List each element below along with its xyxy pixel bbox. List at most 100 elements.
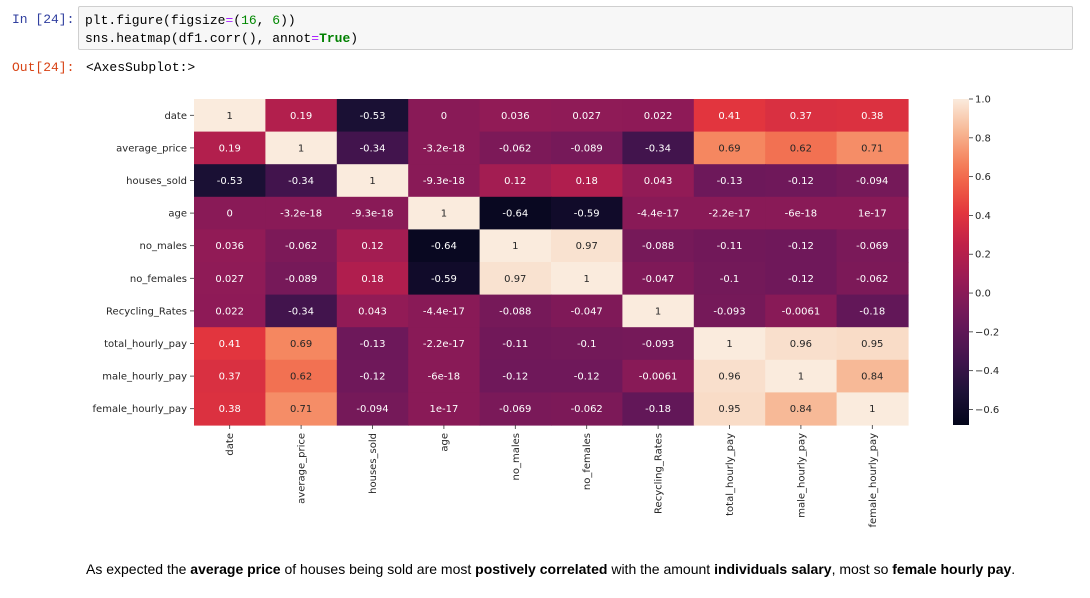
markdown-cell-text: As expected the average price of houses … — [86, 561, 1076, 577]
cell-annotation: -0.12 — [502, 372, 528, 383]
code-token: = — [225, 13, 234, 28]
heatmap-cell — [336, 359, 409, 393]
cell-annotation: 0.96 — [718, 372, 740, 383]
heatmap-cell — [265, 196, 338, 230]
heatmap-cell — [765, 131, 838, 165]
heatmap-cell — [836, 229, 909, 263]
cell-annotation: 0.043 — [644, 176, 673, 187]
bold-text: individuals salary — [714, 561, 832, 577]
cell-annotation: 0.043 — [358, 306, 387, 317]
cell-annotation: 1 — [298, 143, 304, 154]
cell-annotation: -0.12 — [360, 372, 386, 383]
code-token: 6 — [272, 13, 281, 28]
cell-annotation: 0 — [441, 111, 447, 122]
cell-annotation: -0.089 — [571, 143, 603, 154]
cell-annotation: -0.089 — [285, 274, 317, 285]
y-tick-label: no_females — [130, 274, 187, 285]
cell-annotation: -0.34 — [360, 143, 386, 154]
text-segment: with the amount — [607, 561, 715, 577]
cell-annotation: -0.53 — [217, 176, 243, 187]
cell-annotation: -0.069 — [856, 241, 888, 252]
heatmap-cell — [693, 392, 766, 426]
cell-annotation: 1 — [869, 404, 875, 415]
cell-annotation: 1 — [726, 339, 732, 350]
heatmap-cell — [765, 262, 838, 296]
cell-annotation: 0.12 — [361, 241, 383, 252]
cell-annotation: -6e-18 — [785, 209, 817, 220]
heatmap-cell — [622, 131, 695, 165]
heatmap-cell — [479, 327, 552, 361]
cell-annotation: -6e-18 — [428, 372, 460, 383]
heatmap-cell — [693, 359, 766, 393]
colorbar-tick-label: 0.2 — [975, 250, 991, 261]
code-token: = — [311, 31, 320, 46]
cell-annotation: -0.64 — [431, 241, 457, 252]
cell-annotation: -2.2e-17 — [423, 339, 465, 350]
bold-text: average price — [190, 561, 281, 577]
heatmap-cell — [551, 99, 623, 133]
heatmap-cell — [265, 359, 338, 393]
heatmap-cell — [265, 229, 338, 263]
cell-annotation: 0.12 — [504, 176, 526, 187]
cell-annotation: 0.37 — [790, 111, 812, 122]
cell-annotation: 1 — [441, 209, 447, 220]
heatmap-cell — [408, 131, 481, 165]
text-segment: As expected the — [86, 561, 191, 577]
cell-annotation: -0.64 — [502, 209, 528, 220]
colorbar-tick-label: 0.0 — [975, 289, 991, 300]
code-token: 16 — [241, 13, 257, 28]
x-tick-label: no_males — [511, 433, 522, 480]
correlation-heatmap: 1 0.19 -0.53 0 0.036 0.027 0.022 0.41 0.37 0.380.… — [93, 95, 1000, 528]
cell-annotation: 0.027 — [215, 274, 244, 285]
x-tick-label: date — [225, 433, 236, 456]
heatmap-cell — [194, 327, 266, 361]
x-tick-label: Recycling_Rates — [654, 433, 665, 514]
output-repr: <AxesSubplot:> — [86, 60, 196, 75]
heatmap-cell — [336, 262, 409, 296]
heatmap-cell — [622, 262, 695, 296]
colorbar — [953, 99, 969, 425]
cell-annotation: 1e-17 — [858, 209, 887, 220]
heatmap-cell — [551, 196, 623, 230]
heatmap-cell — [622, 294, 695, 328]
heatmap-cell — [836, 131, 909, 165]
cell-annotation: 0.69 — [718, 143, 740, 154]
heatmap-cell — [479, 99, 552, 133]
heatmap-cell — [408, 359, 481, 393]
heatmap-cell — [622, 164, 695, 198]
y-tick-label: date — [164, 111, 187, 122]
heatmap-cell — [836, 262, 909, 296]
heatmap-cell — [194, 392, 266, 426]
heatmap-cell — [408, 327, 481, 361]
heatmap-cell — [265, 327, 338, 361]
heatmap-cell — [479, 196, 552, 230]
cell-annotation: 0.19 — [290, 111, 312, 122]
heatmap-cell — [836, 359, 909, 393]
cell-annotation: 0.027 — [572, 111, 601, 122]
code-cell-input[interactable]: plt.figure(figsize=(16, 6)) sns.heatmap(… — [78, 6, 1073, 50]
cell-annotation: -4.4e-17 — [637, 209, 679, 220]
y-tick-label: total_hourly_pay — [104, 339, 187, 350]
cell-annotation: 0.19 — [219, 143, 241, 154]
cell-annotation: 0.69 — [290, 339, 312, 350]
cell-annotation: -0.53 — [360, 111, 386, 122]
input-prompt: In [24]: — [12, 12, 75, 27]
cell-annotation: 0.41 — [219, 339, 241, 350]
heatmap-cell — [836, 99, 909, 133]
cell-annotation: 0.62 — [790, 143, 812, 154]
heatmap-cell — [693, 327, 766, 361]
heatmap-cell — [479, 262, 552, 296]
cell-annotation: 0.38 — [861, 111, 883, 122]
cell-annotation: 0.95 — [718, 404, 740, 415]
cell-annotation: -0.34 — [645, 143, 671, 154]
x-tick-label: male_hourly_pay — [796, 433, 807, 518]
heatmap-cell — [194, 99, 266, 133]
cell-annotation: -0.088 — [499, 306, 531, 317]
code-token: ) — [350, 31, 359, 46]
cell-annotation: -0.1 — [577, 339, 597, 350]
heatmap-cell — [194, 359, 266, 393]
cell-annotation: -0.094 — [856, 176, 888, 187]
cell-annotation: -0.12 — [788, 176, 814, 187]
heatmap-cell — [408, 294, 481, 328]
y-tick-label: female_hourly_pay — [93, 404, 188, 415]
